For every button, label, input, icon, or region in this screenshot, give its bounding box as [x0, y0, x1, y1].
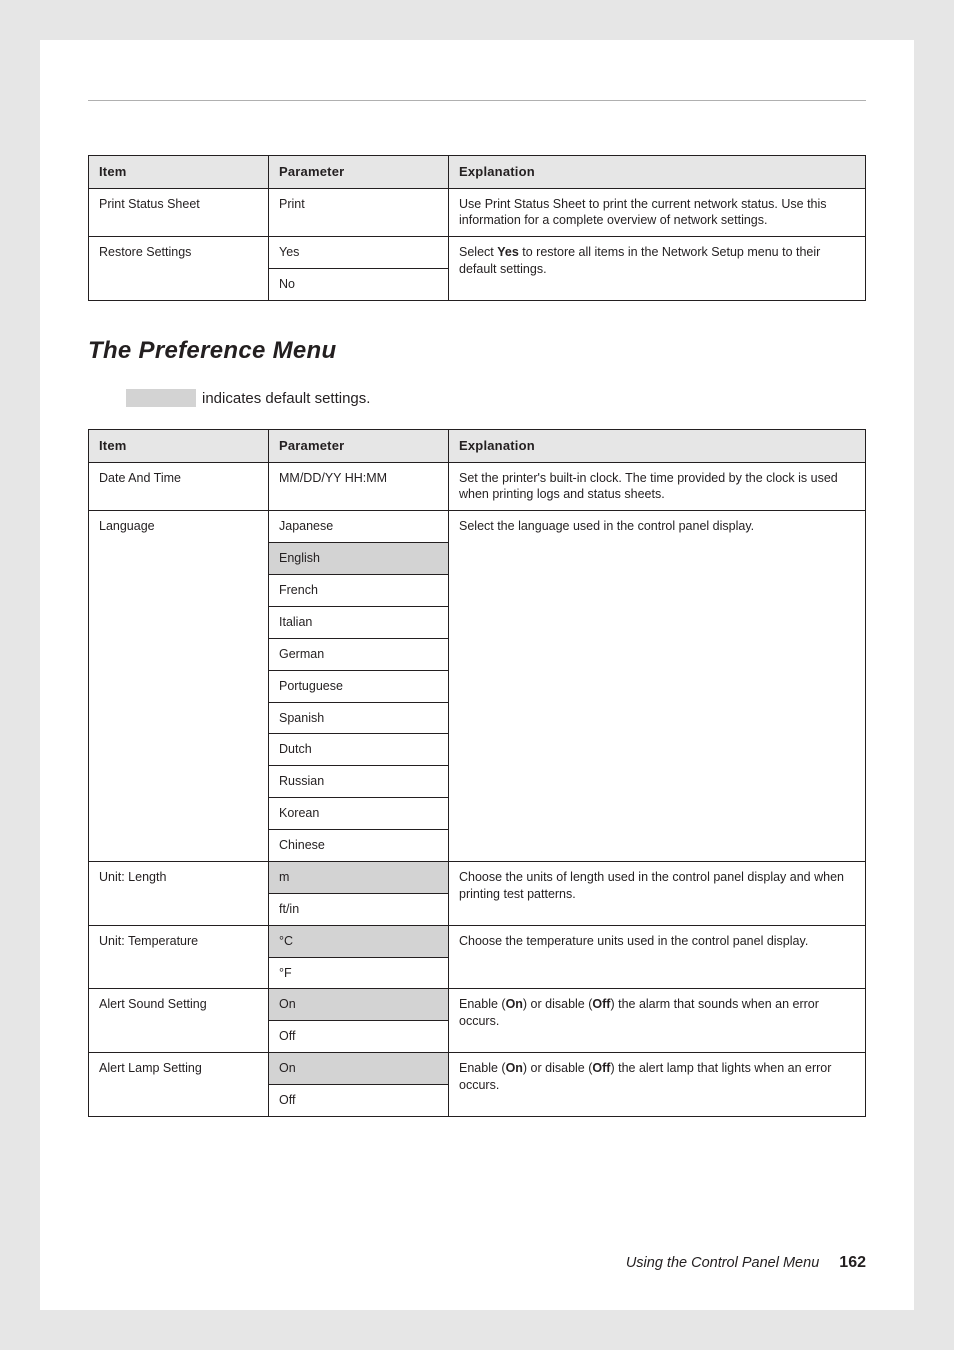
- table-row: Unit: Temperature °C Choose the temperat…: [89, 925, 866, 957]
- cell-param: No: [269, 269, 449, 301]
- cell-param: German: [269, 638, 449, 670]
- cell-param: °F: [269, 957, 449, 989]
- default-note-text: indicates default settings.: [202, 390, 370, 407]
- page: Item Parameter Explanation Print Status …: [40, 40, 914, 1310]
- text: Enable (: [459, 997, 506, 1011]
- cell-param-default: English: [269, 543, 449, 575]
- cell-explanation: Enable (On) or disable (Off) the alert l…: [449, 1053, 866, 1117]
- cell-explanation: Use Print Status Sheet to print the curr…: [449, 188, 866, 237]
- cell-item: Unit: Length: [89, 861, 269, 925]
- default-swatch: [126, 389, 196, 407]
- text: ) or disable (: [523, 997, 592, 1011]
- cell-item: Alert Sound Setting: [89, 989, 269, 1053]
- cell-item: Alert Lamp Setting: [89, 1053, 269, 1117]
- cell-param-default: °C: [269, 925, 449, 957]
- header-param: Parameter: [269, 430, 449, 463]
- cell-param: French: [269, 575, 449, 607]
- cell-param: Off: [269, 1021, 449, 1053]
- footer-text: Using the Control Panel Menu: [626, 1255, 819, 1271]
- table-row: Language Japanese Select the language us…: [89, 511, 866, 543]
- cell-param-default: m: [269, 861, 449, 893]
- header-item: Item: [89, 156, 269, 189]
- cell-param: Dutch: [269, 734, 449, 766]
- cell-explanation: Select Yes to restore all items in the N…: [449, 237, 866, 301]
- network-table: Item Parameter Explanation Print Status …: [88, 155, 866, 301]
- table-header-row: Item Parameter Explanation: [89, 156, 866, 189]
- cell-param: Portuguese: [269, 670, 449, 702]
- bold-text: On: [506, 997, 523, 1011]
- cell-explanation: Select the language used in the control …: [449, 511, 866, 862]
- table-row: Date And Time MM/DD/YY HH:MM Set the pri…: [89, 462, 866, 511]
- cell-param-default: On: [269, 989, 449, 1021]
- page-footer: Using the Control Panel Menu 162: [626, 1254, 866, 1272]
- section-title: The Preference Menu: [88, 337, 866, 365]
- text: ) or disable (: [523, 1061, 592, 1075]
- cell-param: Italian: [269, 606, 449, 638]
- cell-explanation: Choose the units of length used in the c…: [449, 861, 866, 925]
- table-header-row: Item Parameter Explanation: [89, 430, 866, 463]
- bold-text: Yes: [497, 245, 519, 259]
- header-item: Item: [89, 430, 269, 463]
- cell-explanation: Enable (On) or disable (Off) the alarm t…: [449, 989, 866, 1053]
- bold-text: On: [506, 1061, 523, 1075]
- cell-param: Print: [269, 188, 449, 237]
- cell-item: Date And Time: [89, 462, 269, 511]
- header-explanation: Explanation: [449, 156, 866, 189]
- table-row: Alert Sound Setting On Enable (On) or di…: [89, 989, 866, 1021]
- text: Select: [459, 245, 497, 259]
- cell-param: ft/in: [269, 893, 449, 925]
- cell-param: MM/DD/YY HH:MM: [269, 462, 449, 511]
- cell-param: Japanese: [269, 511, 449, 543]
- page-number: 162: [839, 1254, 866, 1271]
- table-row: Print Status Sheet Print Use Print Statu…: [89, 188, 866, 237]
- cell-item: Print Status Sheet: [89, 188, 269, 237]
- header-explanation: Explanation: [449, 430, 866, 463]
- cell-param-default: On: [269, 1053, 449, 1085]
- text: Enable (: [459, 1061, 506, 1075]
- cell-param: Off: [269, 1085, 449, 1117]
- bold-text: Off: [592, 1061, 610, 1075]
- cell-param: Yes: [269, 237, 449, 269]
- cell-item: Unit: Temperature: [89, 925, 269, 989]
- table-row: Alert Lamp Setting On Enable (On) or dis…: [89, 1053, 866, 1085]
- cell-param: Chinese: [269, 830, 449, 862]
- cell-param: Spanish: [269, 702, 449, 734]
- table-row: Unit: Length m Choose the units of lengt…: [89, 861, 866, 893]
- preference-table: Item Parameter Explanation Date And Time…: [88, 429, 866, 1117]
- cell-item: Restore Settings: [89, 237, 269, 301]
- cell-explanation: Set the printer's built-in clock. The ti…: [449, 462, 866, 511]
- cell-item: Language: [89, 511, 269, 862]
- default-settings-note: indicates default settings.: [126, 389, 866, 407]
- top-rule: [88, 100, 866, 101]
- cell-explanation: Choose the temperature units used in the…: [449, 925, 866, 989]
- table-row: Restore Settings Yes Select Yes to resto…: [89, 237, 866, 269]
- bold-text: Off: [592, 997, 610, 1011]
- cell-param: Korean: [269, 798, 449, 830]
- cell-param: Russian: [269, 766, 449, 798]
- header-param: Parameter: [269, 156, 449, 189]
